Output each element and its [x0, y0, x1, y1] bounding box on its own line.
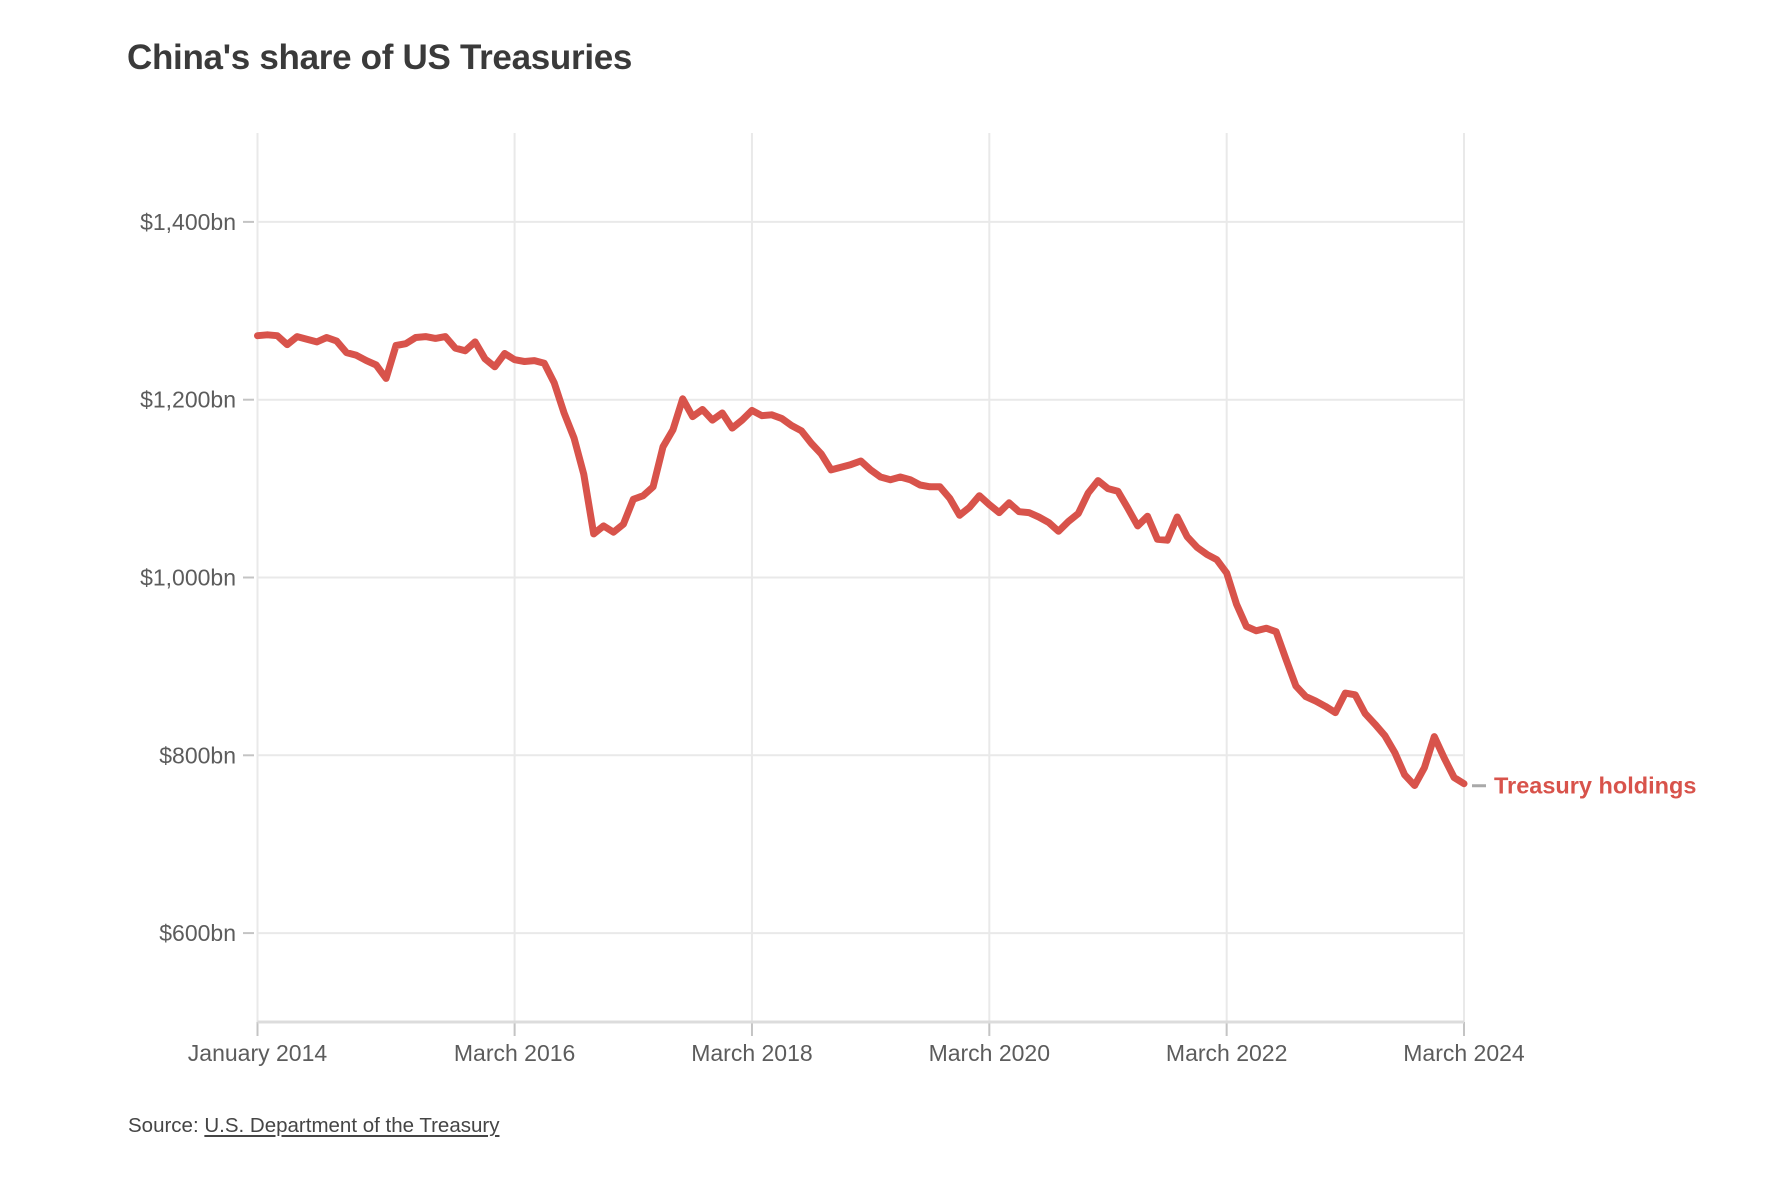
- x-axis-label: March 2016: [454, 1040, 575, 1066]
- y-axis-label: $800bn: [159, 742, 236, 768]
- x-axis-label: March 2022: [1166, 1040, 1287, 1066]
- treasury-holdings-line: [254, 331, 1468, 789]
- legend-label: Treasury holdings: [1494, 773, 1696, 799]
- y-axis-label: $1,200bn: [140, 387, 236, 413]
- page-title: China's share of US Treasuries: [127, 38, 633, 77]
- source-link[interactable]: U.S. Department of the Treasury: [204, 1114, 500, 1137]
- source-note: Source: U.S. Department of the Treasury: [128, 1114, 499, 1138]
- x-axis-label: March 2018: [691, 1040, 812, 1066]
- y-axis-label: $1,000bn: [140, 565, 236, 591]
- source-prefix: Source:: [128, 1114, 205, 1137]
- y-tick-marks: [243, 220, 254, 935]
- x-axis-label: January 2014: [188, 1040, 328, 1066]
- y-axis-label: $1,400bn: [140, 209, 236, 235]
- x-tick-marks: [256, 1022, 1465, 1036]
- y-gridlines: [257, 220, 1464, 935]
- x-axis-labels: January 2014 March 2016 March 2018 March 20…: [188, 1040, 1525, 1066]
- y-axis-label: $600bn: [159, 920, 236, 946]
- x-axis-label: March 2020: [929, 1040, 1050, 1066]
- x-axis-label: March 2024: [1403, 1040, 1525, 1066]
- y-axis-labels: $1,400bn $1,200bn $1,000bn $800bn $600bn: [140, 209, 236, 946]
